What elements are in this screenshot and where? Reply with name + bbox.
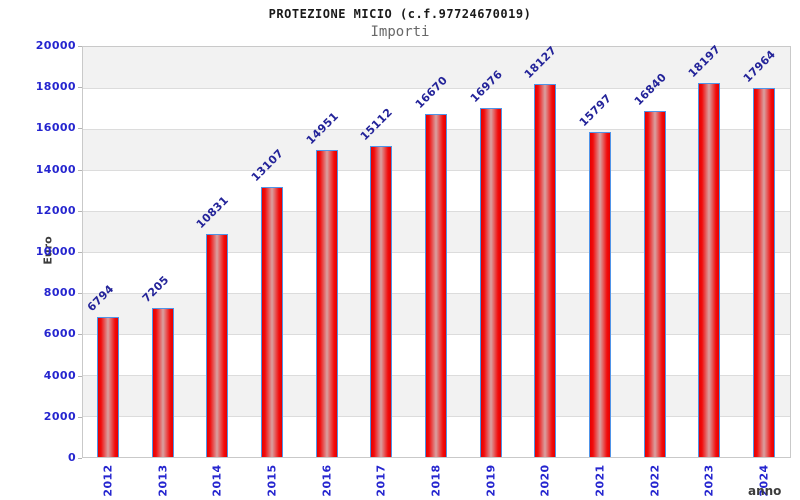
x-tick-label-text: 2020 — [538, 463, 552, 497]
y-tick-mark — [78, 169, 82, 171]
x-tick-label-text: 2013 — [156, 463, 170, 497]
plot-area: 6794 7205 10831 13107 14951 15112 16670 16976 18… — [82, 43, 791, 458]
y-tick-mark — [78, 128, 82, 130]
y-tick-label: 2000 — [43, 409, 76, 423]
x-tick-label: 2021 — [582, 462, 618, 498]
x-axis-ticks: 2012 2013 2014 2015 2016 2017 2018 2019 2020 2021… — [82, 460, 791, 500]
y-tick-label: 10000 — [35, 245, 76, 258]
y-tick-label: 20000 — [35, 39, 76, 52]
x-tick-label: 2015 — [254, 462, 290, 498]
x-tick-label: 2016 — [309, 462, 345, 498]
y-tick-label: 14000 — [35, 162, 76, 176]
x-tick-label: 2014 — [199, 462, 235, 498]
y-tick-mark — [78, 210, 82, 212]
x-tick-label: 2013 — [145, 462, 181, 498]
y-tick-mark — [78, 416, 82, 418]
bar — [206, 233, 229, 457]
y-tick-mark — [78, 252, 82, 253]
bar — [698, 82, 721, 457]
bar — [753, 87, 775, 457]
x-tick-label-text: 2017 — [374, 463, 388, 497]
bar — [370, 146, 393, 457]
y-tick-mark — [78, 334, 82, 336]
bar — [534, 84, 557, 457]
bar — [479, 108, 502, 457]
x-tick-label-text: 2023 — [702, 463, 716, 497]
plot-band — [83, 47, 790, 88]
x-tick-label-text: 2015 — [265, 463, 279, 497]
y-tick-label: 12000 — [35, 203, 76, 217]
x-tick-label-text: 2014 — [210, 463, 224, 497]
chart-title: PROTEZIONE MICIO (c.f.97724670019) — [268, 7, 532, 21]
y-tick-mark — [78, 293, 82, 295]
x-tick-label-text: 2016 — [320, 463, 334, 497]
x-tick-label: 2023 — [691, 462, 727, 498]
bar — [97, 316, 119, 457]
y-tick-label: 0 — [67, 451, 76, 464]
bar — [643, 110, 666, 457]
bar — [151, 308, 174, 457]
x-tick-label: 2022 — [637, 462, 673, 498]
y-tick-label: 6000 — [43, 327, 76, 341]
y-tick-mark — [78, 46, 82, 47]
bar — [315, 149, 338, 457]
x-tick-label-text: 2021 — [593, 463, 607, 497]
x-tick-label: 2019 — [473, 462, 509, 498]
chart-subtitle: Importi — [370, 24, 430, 40]
x-tick-label: 2020 — [527, 462, 563, 498]
x-tick-label: 2017 — [363, 462, 399, 498]
x-tick-label: 2012 — [90, 462, 126, 498]
y-tick-mark — [78, 458, 82, 459]
x-tick-label-text: 2019 — [484, 463, 498, 497]
x-tick-label-text: 2012 — [101, 463, 115, 497]
x-tick-label-text: 2022 — [648, 463, 662, 497]
y-tick-label: 8000 — [43, 286, 76, 300]
y-tick-label: 4000 — [43, 368, 76, 382]
y-tick-label: 16000 — [35, 121, 76, 135]
y-tick-mark — [78, 375, 82, 377]
x-tick-label: 2018 — [418, 462, 454, 498]
bar — [425, 114, 447, 457]
x-tick-label-text: 2018 — [429, 463, 443, 497]
bar — [261, 187, 283, 457]
y-tick-label: 18000 — [35, 80, 76, 94]
y-axis-ticks: 0 2000 4000 6000 8000 10000 12000 14000 16000 180… — [0, 39, 76, 464]
x-axis-title: anno — [748, 484, 782, 498]
grid-line — [83, 88, 790, 89]
y-tick-mark — [78, 87, 82, 89]
bar — [589, 132, 611, 457]
